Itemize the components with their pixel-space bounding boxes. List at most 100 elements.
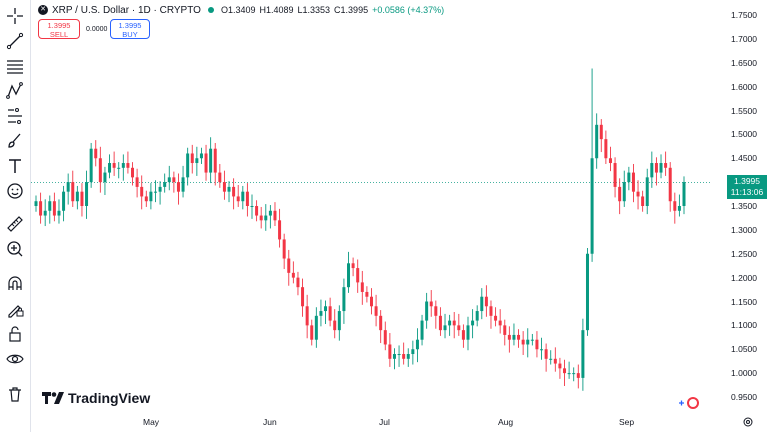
price-tick: 1.3000: [731, 224, 757, 235]
price-tick: 0.9500: [731, 392, 757, 402]
candle-body: [204, 153, 208, 173]
last-price-label: 1.3995 11:13:06: [727, 175, 767, 200]
spread-value: 0.0000: [86, 26, 108, 33]
candlestick-chart[interactable]: [31, 0, 711, 412]
candle-body: [48, 201, 52, 211]
fib-retracement-icon[interactable]: [3, 54, 27, 78]
events-badge-icon[interactable]: [676, 396, 702, 410]
candle-body: [80, 191, 84, 206]
candle-body: [112, 163, 116, 168]
tradingview-logo-icon: [42, 392, 64, 404]
price-axis[interactable]: 1.7500 1.7000 1.6500 1.6000 1.5500 1.5000 1.45…: [711, 0, 768, 412]
candle-body: [599, 124, 603, 140]
candle-body: [324, 306, 328, 312]
zoom-in-icon[interactable]: [3, 237, 27, 261]
candle-body: [576, 373, 580, 378]
candle-body: [153, 191, 157, 193]
unlock-icon[interactable]: [3, 322, 27, 346]
candle-body: [255, 206, 259, 216]
candle-body: [480, 296, 484, 312]
candle-body: [241, 191, 245, 202]
candle-body: [337, 311, 341, 331]
candle-body: [645, 177, 649, 206]
candle-body: [415, 339, 419, 350]
candles-layer: [34, 68, 686, 391]
forecast-icon[interactable]: [3, 104, 27, 128]
text-icon[interactable]: [3, 154, 27, 178]
crosshair-icon[interactable]: [3, 4, 27, 28]
candle-body: [530, 339, 534, 341]
ruler-icon[interactable]: [3, 212, 27, 236]
candle-body: [636, 191, 640, 197]
candle-body: [291, 272, 295, 278]
time-tick: Jul: [379, 417, 390, 427]
candle-body: [622, 182, 626, 202]
candle-body: [618, 186, 622, 202]
candle-body: [581, 330, 585, 378]
candle-body: [604, 139, 608, 159]
candle-body: [149, 191, 153, 202]
candle-body: [585, 253, 589, 331]
candle-body: [595, 124, 599, 159]
magnet-icon[interactable]: [3, 272, 27, 296]
candle-body: [236, 196, 240, 202]
buy-button[interactable]: 1.3995 BUY: [110, 19, 150, 39]
candle-body: [526, 339, 530, 345]
eye-icon[interactable]: [3, 347, 27, 371]
lock-drawing-icon[interactable]: [3, 297, 27, 321]
candle-body: [186, 153, 190, 178]
candle-body: [218, 172, 222, 183]
price-tick: 1.1000: [731, 320, 757, 331]
candle-body: [273, 210, 277, 221]
candle-body: [627, 172, 631, 183]
candle-body: [287, 258, 291, 273]
brush-icon[interactable]: [3, 129, 27, 153]
candle-body: [452, 320, 456, 326]
market-status-icon: [207, 7, 214, 13]
candle-body: [374, 306, 378, 316]
price-tick: 1.0000: [731, 368, 757, 379]
candle-body: [549, 358, 553, 360]
pattern-icon[interactable]: [3, 79, 27, 103]
candle-body: [227, 186, 231, 192]
candle-body: [103, 172, 107, 183]
candle-body: [553, 358, 557, 364]
symbol-title[interactable]: XRP / U.S. Dollar · 1D · CRYPTO: [52, 4, 201, 16]
candle-body: [75, 191, 79, 202]
candle-body: [167, 177, 171, 183]
candle-body: [443, 325, 447, 331]
candle-body: [507, 334, 511, 340]
candle-body: [245, 191, 249, 206]
time-tick: May: [143, 417, 160, 427]
candle-body: [471, 320, 475, 326]
gear-icon[interactable]: [742, 416, 754, 428]
candle-body: [43, 210, 47, 216]
price-tick: 1.6500: [731, 57, 757, 68]
buy-label: BUY: [122, 30, 138, 39]
emoji-icon[interactable]: [3, 179, 27, 203]
sell-button[interactable]: 1.3995 SELL: [38, 19, 80, 39]
candle-body: [135, 177, 139, 187]
candle-body: [222, 182, 226, 192]
trend-line-icon[interactable]: [3, 29, 27, 53]
candle-body: [250, 206, 254, 207]
tradingview-logo[interactable]: TradingView: [42, 390, 150, 406]
sell-price: 1.3995: [47, 21, 71, 30]
candle-body: [213, 148, 217, 173]
candle-body: [140, 186, 144, 197]
low-value: L1.3353: [297, 5, 331, 15]
candle-body: [319, 311, 323, 316]
candle-body: [89, 148, 93, 183]
trash-icon[interactable]: [3, 382, 27, 406]
buy-price: 1.3995: [118, 21, 142, 30]
candle-body: [682, 182, 686, 206]
candle-body: [563, 368, 567, 374]
candle-body: [158, 186, 162, 192]
candle-body: [347, 263, 351, 288]
candle-body: [34, 201, 38, 206]
candle-body: [278, 220, 282, 240]
candle-body: [641, 196, 645, 206]
last-price-value: 1.3995: [734, 176, 760, 187]
time-axis[interactable]: May Jun Jul Aug Sep: [31, 412, 711, 432]
candle-body: [392, 354, 396, 359]
